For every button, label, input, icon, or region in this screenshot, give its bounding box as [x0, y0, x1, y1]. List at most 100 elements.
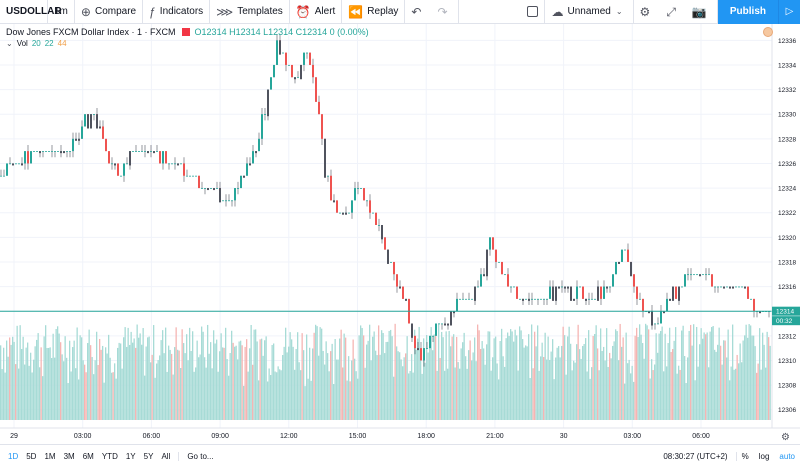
redo-button[interactable]: ↷ [431, 0, 459, 24]
range-ytd[interactable]: YTD [101, 451, 118, 461]
volume-bar [169, 349, 171, 420]
price-axis[interactable] [772, 24, 800, 428]
flag-icon[interactable] [181, 28, 190, 36]
volume-bar [309, 347, 311, 420]
chart-settings-button[interactable]: ⚙ [781, 432, 790, 443]
volume-bar [328, 371, 330, 420]
volume-bar [649, 378, 651, 420]
volume-bar [499, 340, 501, 420]
fullscreen-checkbox[interactable] [521, 0, 546, 24]
date-range-group: 1D 5D 1M 3M 6M YTD 1Y 5Y All [0, 452, 174, 461]
candle-body [600, 286, 602, 299]
volume-bar [177, 349, 179, 420]
volume-bar [108, 334, 110, 420]
indicators-button[interactable]: ƒ Indicators [143, 0, 211, 24]
volume-bar [630, 373, 632, 420]
templates-button[interactable]: ⋙ Templates [210, 0, 290, 24]
range-5d[interactable]: 5D [26, 451, 37, 461]
range-1m[interactable]: 1M [44, 451, 56, 461]
volume-bar [444, 370, 446, 420]
log-toggle[interactable]: log [758, 451, 770, 461]
snapshot-button[interactable]: 📷 [686, 0, 718, 24]
volume-bar [427, 352, 429, 420]
candle-body-dark [630, 261, 632, 277]
volume-bar [753, 335, 755, 420]
range-5y[interactable]: 5Y [143, 451, 154, 461]
price-chart[interactable]: 12336 12334 12332 12330 12328 12326 12324 12322… [0, 24, 800, 444]
symbol-search-button[interactable]: USDOLLAR [0, 0, 62, 24]
candle-body [234, 188, 236, 201]
volume-bar [235, 345, 237, 420]
alert-button[interactable]: ⏰ Alert [290, 0, 343, 24]
volume-bar [712, 326, 714, 420]
publish-button[interactable]: Publish [717, 0, 778, 24]
compare-button[interactable]: ⊕ Compare [75, 0, 144, 24]
volume-bar [498, 379, 500, 420]
interval-button[interactable]: 1m [48, 0, 75, 24]
range-all[interactable]: All [161, 451, 171, 461]
volume-bar [349, 381, 351, 420]
candle-body [441, 323, 443, 325]
volume-bar [709, 331, 711, 420]
volume-bar [448, 331, 450, 420]
candle-body [195, 175, 197, 177]
candle-body [657, 323, 659, 325]
range-1d[interactable]: 1D [8, 451, 19, 461]
candle-body-dark [243, 175, 245, 178]
candle-body-dark [177, 163, 179, 166]
volume-bar [517, 370, 519, 420]
auto-toggle[interactable]: auto [779, 451, 795, 461]
volume-label[interactable]: Vol [16, 39, 28, 48]
volume-bar [591, 367, 593, 420]
volume-bar [552, 339, 554, 420]
volume-bar [223, 347, 225, 420]
candle-body [336, 200, 338, 213]
candle-body [69, 151, 71, 152]
candle-body [33, 151, 35, 152]
camera-icon: 📷 [691, 4, 707, 19]
volume-bar [150, 362, 152, 420]
publish-menu-button[interactable]: ▷ [778, 0, 800, 24]
undo-button[interactable]: ↶ [405, 0, 431, 24]
layout-menu-button[interactable]: ☁ Unnamed ⌄ [545, 0, 634, 24]
symbol-title[interactable]: Dow Jones FXCM Dollar Index · 1 · FXCM [6, 27, 176, 37]
volume-bar [189, 327, 191, 420]
clock-display[interactable]: 08:30:27 (UTC+2) [655, 451, 737, 461]
volume-bar [226, 359, 228, 420]
volume-bar [213, 330, 215, 420]
range-3m[interactable]: 3M [63, 451, 75, 461]
candle-body-dark [153, 151, 155, 154]
volume-bar [262, 355, 264, 420]
volume-bar [547, 336, 549, 420]
candle-body [396, 274, 398, 287]
volume-bar [60, 342, 62, 420]
events-icon[interactable] [763, 27, 773, 37]
volume-bar [22, 336, 24, 420]
volume-bar [276, 372, 278, 420]
volume-bar [406, 336, 408, 420]
volume-bar [312, 348, 314, 420]
collapse-icon[interactable]: ⌄ [6, 39, 13, 48]
percent-toggle[interactable]: % [741, 451, 749, 461]
candle-body [138, 151, 140, 152]
volume-bar [261, 338, 263, 420]
volume-bar [729, 380, 731, 420]
volume-bar [208, 353, 210, 420]
candle-body-dark [444, 323, 446, 326]
volume-bar [237, 359, 239, 420]
range-1y[interactable]: 1Y [125, 451, 136, 461]
volume-bar [6, 340, 8, 420]
settings-button[interactable]: ⚙ [634, 0, 661, 24]
range-6m[interactable]: 6M [82, 451, 94, 461]
candle-body [504, 274, 506, 276]
volume-bar [73, 340, 75, 420]
candle-body [258, 138, 260, 152]
volume-bar [616, 331, 618, 420]
fullscreen-button[interactable]: ⤢ [660, 0, 686, 24]
replay-button[interactable]: ⏪ Replay [342, 0, 406, 24]
candle-body [123, 163, 125, 176]
volume-bar [168, 345, 170, 420]
goto-button[interactable]: Go to... [178, 451, 221, 461]
candle-body [717, 286, 719, 288]
volume-bar [390, 329, 392, 420]
